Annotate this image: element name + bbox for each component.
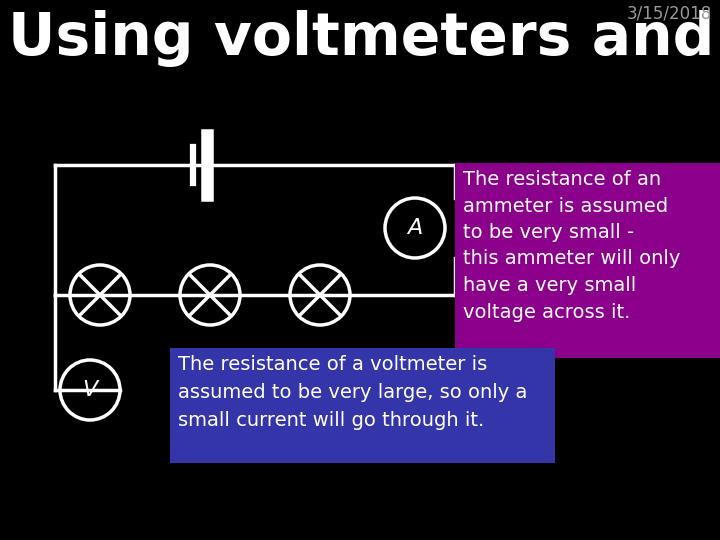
Text: The resistance of a voltmeter is
assumed to be very large, so only a
small curre: The resistance of a voltmeter is assumed…: [178, 355, 527, 430]
Text: A: A: [408, 218, 423, 238]
Text: The resistance of an
ammeter is assumed
to be very small -
this ammeter will onl: The resistance of an ammeter is assumed …: [463, 170, 680, 321]
FancyBboxPatch shape: [455, 163, 720, 358]
Text: 3/15/2018: 3/15/2018: [626, 4, 712, 22]
Text: Using voltmeters and ammeters: Using voltmeters and ammeters: [8, 10, 720, 67]
FancyBboxPatch shape: [170, 348, 555, 463]
Circle shape: [385, 198, 445, 258]
Circle shape: [290, 265, 350, 325]
Circle shape: [70, 265, 130, 325]
Circle shape: [180, 265, 240, 325]
Text: V: V: [82, 380, 98, 400]
Circle shape: [60, 360, 120, 420]
